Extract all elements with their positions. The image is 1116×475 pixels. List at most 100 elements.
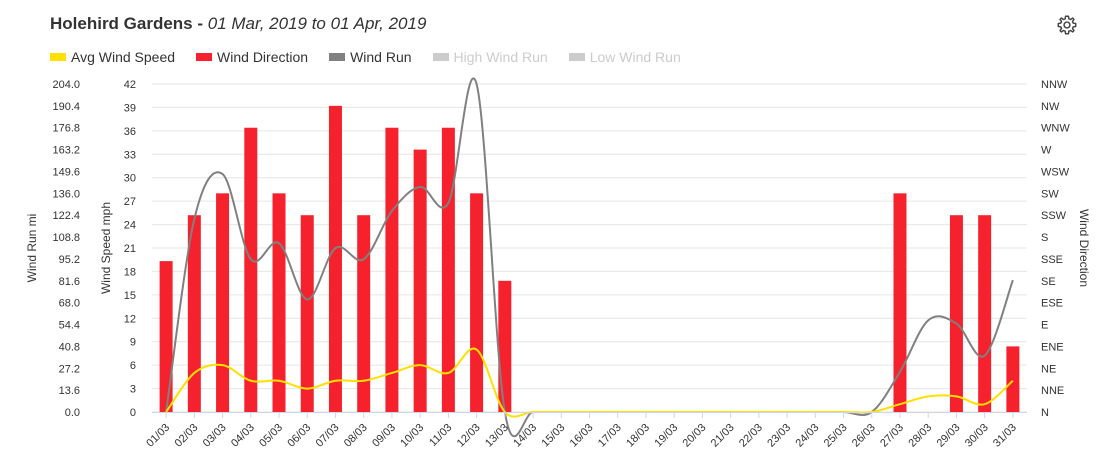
x-tick-label: 08/03 — [342, 422, 370, 450]
wind-direction-tick-label: SSW — [1041, 210, 1067, 222]
legend-item-wind-run[interactable]: Wind Run — [329, 49, 412, 65]
wind-speed-tick-label: 36 — [124, 126, 136, 138]
wind-direction-bars[interactable] — [159, 105, 1020, 412]
legend-label: Avg Wind Speed — [71, 49, 176, 65]
wind-direction-bar[interactable] — [470, 193, 484, 412]
wind-run-tick-label: 95.2 — [59, 254, 80, 266]
legend-swatch — [329, 53, 346, 61]
wind-direction-tick-label: WSW — [1041, 166, 1070, 178]
x-tick-label: 09/03 — [370, 422, 398, 450]
x-tick-label: 30/03 — [963, 422, 991, 450]
wind-direction-bar[interactable] — [441, 127, 455, 412]
x-tick-label: 13/03 — [483, 422, 511, 450]
x-tick-label: 28/03 — [906, 422, 934, 450]
wind-speed-tick-label: 15 — [124, 290, 136, 302]
station-title: Holehird Gardens — [50, 14, 193, 33]
wind-run-tick-label: 0.0 — [65, 407, 80, 419]
legend-label: High Wind Run — [453, 49, 548, 65]
wind-run-tick-label: 176.8 — [52, 123, 80, 135]
wind-direction-tick-label: ENE — [1041, 341, 1064, 353]
chart-series-lines[interactable] — [165, 77, 1014, 438]
wind-direction-bar[interactable] — [1006, 346, 1020, 412]
wind-direction-bar[interactable] — [216, 193, 230, 412]
wind-run-tick-label: 13.6 — [59, 385, 80, 397]
x-tick-label: 05/03 — [257, 422, 285, 450]
wind-direction-tick-label: ESE — [1041, 298, 1063, 310]
wind-direction-tick-label: NE — [1041, 363, 1056, 375]
wind-direction-tick-label: W — [1041, 145, 1052, 157]
wind-direction-bar[interactable] — [498, 280, 512, 412]
legend-item-low-wind-run[interactable]: Low Wind Run — [568, 49, 681, 65]
x-tick-label: 29/03 — [935, 422, 963, 450]
wind-direction-bar[interactable] — [300, 215, 314, 412]
wind-direction-bar[interactable] — [949, 215, 963, 412]
wind-direction-bar[interactable] — [159, 261, 173, 412]
wind-speed-tick-label: 33 — [124, 149, 136, 161]
avg-wind-speed-line[interactable] — [165, 347, 1014, 418]
wind-run-tick-label: 136.0 — [52, 188, 80, 200]
wind-run-tick-label: 54.4 — [59, 320, 80, 332]
legend-label: Wind Direction — [217, 49, 309, 65]
chart-gridlines — [152, 83, 1027, 413]
x-tick-label: 14/03 — [511, 422, 539, 450]
wind-run-tick-label: 122.4 — [52, 210, 80, 222]
wind-speed-tick-label: 3 — [130, 384, 136, 396]
wind-direction-tick-label: NNW — [1041, 79, 1068, 91]
wind-direction-bar[interactable] — [413, 149, 427, 412]
x-tick-label: 01/03 — [144, 422, 172, 450]
wind-speed-tick-label: 12 — [124, 313, 136, 325]
legend-swatch — [50, 53, 66, 61]
x-tick-label: 10/03 — [398, 422, 426, 450]
x-tick-label: 17/03 — [596, 422, 624, 450]
wind-speed-tick-label: 6 — [130, 360, 136, 372]
x-tick-label: 26/03 — [850, 422, 878, 450]
wind-direction-tick-label: NW — [1041, 101, 1060, 113]
wind-speed-tick-label: 21 — [124, 243, 136, 255]
x-tick-label: 22/03 — [737, 422, 765, 450]
wind-direction-bar[interactable] — [357, 215, 371, 412]
wind-run-tick-label: 149.6 — [52, 166, 80, 178]
wind-run-tick-label: 40.8 — [59, 341, 80, 353]
wind-speed-tick-label: 24 — [124, 220, 136, 232]
wind-direction-tick-label: S — [1041, 232, 1048, 244]
wind-run-tick-label: 27.2 — [59, 363, 80, 375]
wind-direction-tick-label: SW — [1041, 188, 1059, 200]
x-tick-label: 12/03 — [455, 422, 483, 450]
title-separator: - — [192, 14, 208, 33]
x-tick-label: 21/03 — [709, 422, 737, 450]
wind-direction-bar[interactable] — [328, 105, 342, 412]
wind-direction-tick-label: NNE — [1041, 385, 1064, 397]
x-tick-label: 03/03 — [201, 422, 229, 450]
wind-direction-tick-label: N — [1041, 407, 1049, 419]
legend-item-high-wind-run[interactable]: High Wind Run — [432, 49, 548, 65]
wind-run-line[interactable] — [165, 77, 1014, 438]
chart-axes: 0.0 13.6 27.2 40.8 54.4 68.0 81.6 95.2 108.8 122.… — [25, 79, 1091, 450]
wind-speed-tick-label: 18 — [124, 266, 136, 278]
x-tick-label: 04/03 — [229, 422, 257, 450]
wind-direction-bar[interactable] — [244, 127, 258, 412]
gear-icon[interactable] — [1056, 14, 1078, 36]
x-tick-label: 25/03 — [822, 422, 850, 450]
wind-direction-bar[interactable] — [385, 127, 399, 412]
wind-direction-bar[interactable] — [272, 193, 286, 412]
wind-direction-bar[interactable] — [893, 193, 907, 412]
wind-speed-tick-label: 9 — [130, 337, 136, 349]
wind-direction-tick-label: WNW — [1041, 123, 1070, 135]
wind-direction-bar[interactable] — [187, 215, 201, 412]
x-tick-label: 31/03 — [991, 422, 1019, 450]
legend-item-avg-wind-speed[interactable]: Avg Wind Speed — [50, 49, 175, 65]
legend-item-wind-direction[interactable]: Wind Direction — [196, 49, 308, 65]
wind-speed-tick-label: 27 — [124, 196, 136, 208]
wind-direction-tick-label: SSE — [1041, 254, 1063, 266]
legend-label: Wind Run — [350, 49, 412, 65]
chart-header: Holehird Gardens - 01 Mar, 2019 to 01 Ap… — [50, 14, 426, 40]
wind-run-tick-label: 81.6 — [59, 276, 80, 288]
wind-run-tick-label: 204.0 — [52, 79, 80, 91]
x-tick-label: 18/03 — [624, 422, 652, 450]
wind-speed-tick-label: 30 — [124, 173, 136, 185]
x-tick-label: 06/03 — [285, 422, 313, 450]
wind-direction-bar[interactable] — [978, 215, 992, 412]
wind-run-tick-label: 190.4 — [52, 101, 80, 113]
wind-run-tick-label: 68.0 — [59, 298, 80, 310]
